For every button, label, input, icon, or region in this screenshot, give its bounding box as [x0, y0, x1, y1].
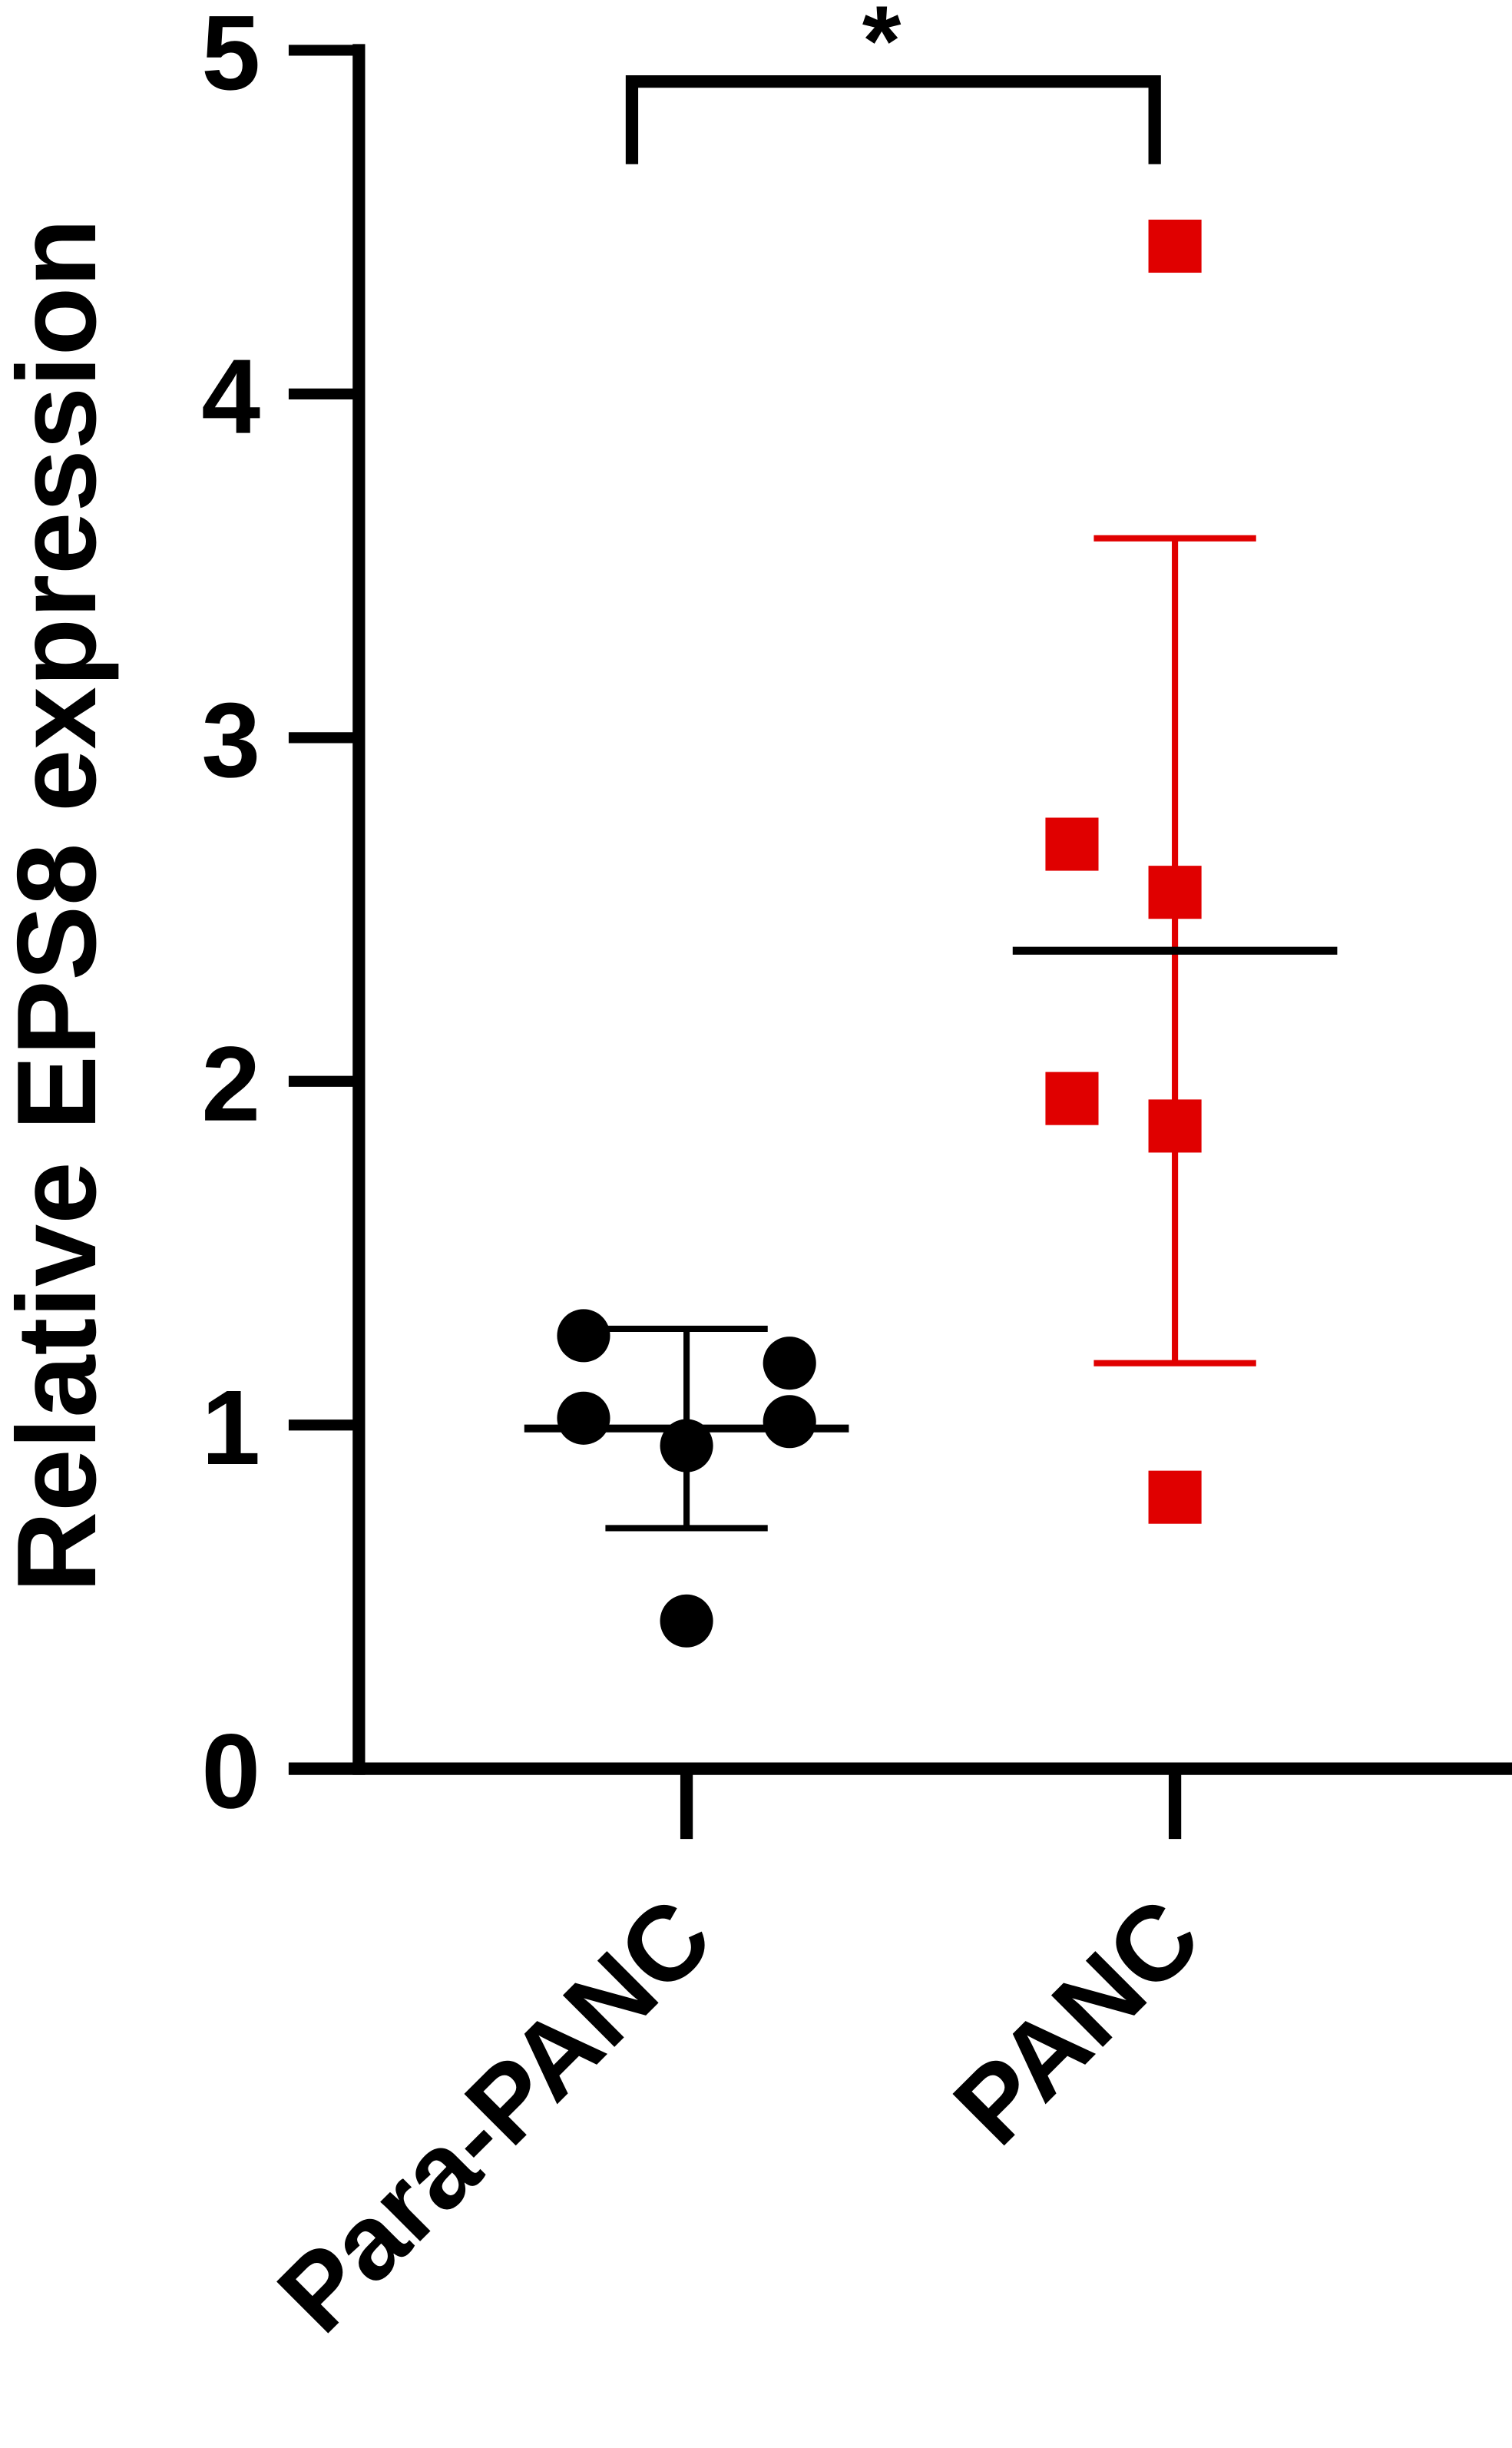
x-tick-label: Para-PANC — [256, 1877, 734, 2355]
data-point — [763, 1337, 816, 1390]
data-point — [1148, 219, 1202, 273]
significance-bracket — [625, 75, 1161, 164]
y-tick-label: 3 — [201, 681, 260, 800]
data-point — [763, 1395, 816, 1449]
y-tick-label: 0 — [201, 1712, 260, 1830]
x-tick-label: PANC — [931, 1877, 1222, 2167]
y-tick-label: 1 — [201, 1369, 260, 1487]
data-point — [1045, 1072, 1099, 1125]
data-point — [1045, 817, 1099, 871]
data-point — [1148, 1470, 1202, 1524]
y-tick-label: 2 — [201, 1025, 260, 1144]
data-point — [660, 1594, 713, 1648]
y-tick-label: 4 — [201, 338, 260, 456]
significance-label: * — [862, 0, 902, 97]
data-point — [557, 1391, 610, 1445]
y-tick-label: 5 — [201, 0, 260, 112]
data-point — [557, 1309, 610, 1363]
y-axis-label: Relative EPS8 expression — [0, 218, 120, 1592]
